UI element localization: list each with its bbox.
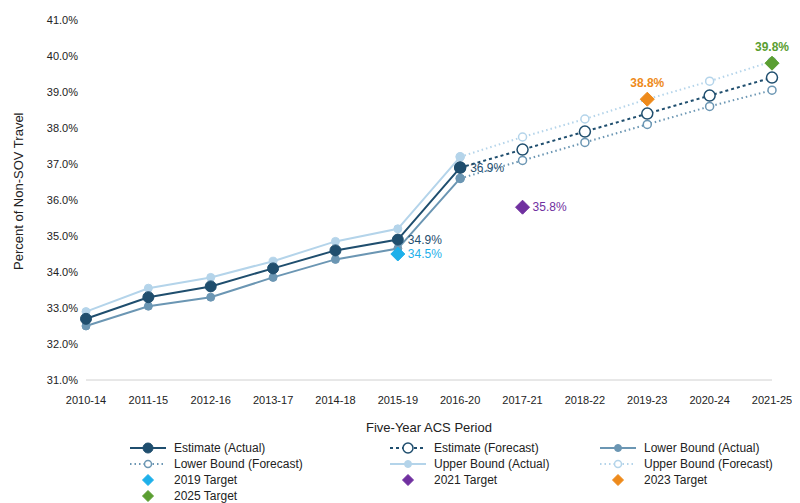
svg-text:2021-25: 2021-25	[752, 394, 792, 406]
svg-text:2018-22: 2018-22	[565, 394, 605, 406]
html-text:Upper Bound (Forecast): Upper Bound (Forecast)	[644, 456, 773, 471]
svg-text:32.0%: 32.0%	[47, 338, 78, 350]
svg-text:34.9%: 34.9%	[408, 233, 442, 247]
svg-text:34.0%: 34.0%	[47, 266, 78, 278]
svg-text:Five-Year ACS Period: Five-Year ACS Period	[366, 420, 492, 435]
svg-text:2013-17: 2013-17	[253, 394, 293, 406]
svg-text:31.0%: 31.0%	[47, 374, 78, 386]
svg-text:2020-24: 2020-24	[689, 394, 729, 406]
svg-text:2019-23: 2019-23	[627, 394, 667, 406]
html-text:2019 Target: 2019 Target	[174, 472, 238, 487]
svg-text:38.8%: 38.8%	[630, 76, 664, 90]
svg-text:36.9%: 36.9%	[470, 161, 504, 175]
svg-text:33.0%: 33.0%	[47, 302, 78, 314]
svg-text:35.8%: 35.8%	[533, 200, 567, 214]
svg-text:2017-21: 2017-21	[502, 394, 542, 406]
svg-text:40.0%: 40.0%	[47, 50, 78, 62]
html-text:Lower Bound (Actual): Lower Bound (Actual)	[644, 440, 760, 455]
svg-text:2012-16: 2012-16	[191, 394, 231, 406]
svg-text:34.5%: 34.5%	[408, 247, 442, 261]
svg-text:2016-20: 2016-20	[440, 394, 480, 406]
svg-text:2014-18: 2014-18	[315, 394, 355, 406]
svg-text:37.0%: 37.0%	[47, 158, 78, 170]
html-text:Upper Bound (Actual): Upper Bound (Actual)	[434, 456, 550, 471]
svg-text:Percent of Non-SOV Travel: Percent of Non-SOV Travel	[11, 112, 26, 270]
svg-text:39.0%: 39.0%	[47, 86, 78, 98]
svg-text:2015-19: 2015-19	[378, 394, 418, 406]
html-text:Estimate (Forecast): Estimate (Forecast)	[434, 440, 539, 455]
svg-text:36.0%: 36.0%	[47, 194, 78, 206]
svg-text:35.0%: 35.0%	[47, 230, 78, 242]
html-text:2023 Target: 2023 Target	[644, 472, 708, 487]
svg-text:2011-15: 2011-15	[129, 394, 169, 406]
html-text:2025 Target: 2025 Target	[174, 488, 238, 503]
svg-text:38.0%: 38.0%	[47, 122, 78, 134]
svg-text:2010-14: 2010-14	[66, 394, 106, 406]
svg-text:41.0%: 41.0%	[47, 14, 78, 26]
html-text:Lower Bound (Forecast): Lower Bound (Forecast)	[174, 456, 303, 471]
html-text:2021 Target: 2021 Target	[434, 472, 498, 487]
svg-text:39.8%: 39.8%	[755, 40, 789, 54]
html-text:Estimate (Actual): Estimate (Actual)	[174, 440, 266, 455]
